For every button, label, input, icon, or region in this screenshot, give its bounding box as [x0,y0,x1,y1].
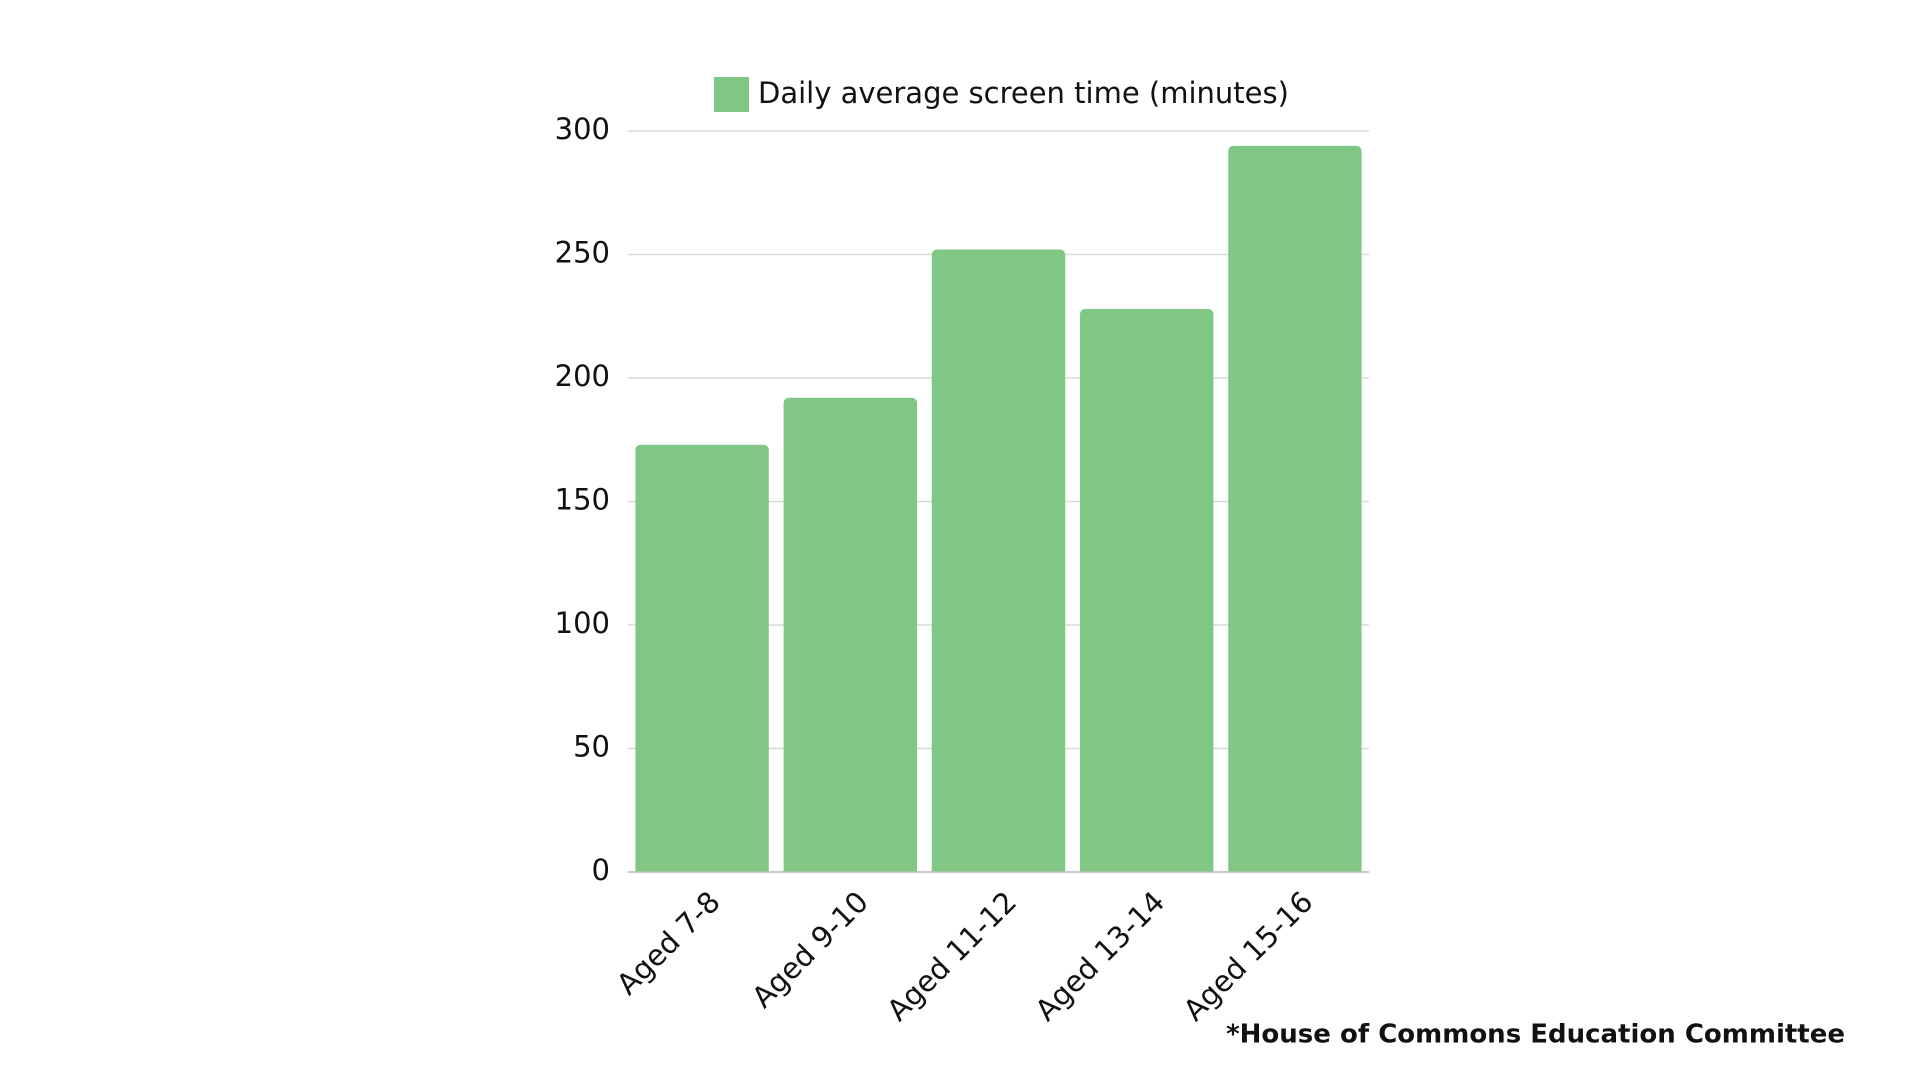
y-tick-label: 100 [555,606,610,640]
bar [931,249,1066,872]
y-tick-label: 0 [592,853,610,887]
x-tick-label: Aged 9-10 [745,885,875,1015]
x-tick-label: Aged 15-16 [1177,885,1320,1028]
bar [1228,145,1362,872]
x-tick-label: Aged 11-12 [880,885,1023,1028]
legend-label: Daily average screen time (minutes) [758,76,1289,110]
source-note: *House of Commons Education Committee [1226,1020,1845,1050]
y-tick-label: 250 [555,236,610,270]
bar [635,444,769,872]
y-tick-label: 200 [555,359,610,393]
legend: Daily average screen time (minutes) [714,76,1289,112]
y-tick-label: 150 [555,483,610,517]
bar [783,397,917,872]
x-tick-label: Aged 13-14 [1028,885,1171,1028]
y-tick-label: 300 [555,112,610,146]
bar [1080,308,1214,873]
x-tick-label: Aged 7-8 [610,885,727,1002]
y-tick-label: 50 [573,730,610,764]
legend-swatch [714,77,749,112]
